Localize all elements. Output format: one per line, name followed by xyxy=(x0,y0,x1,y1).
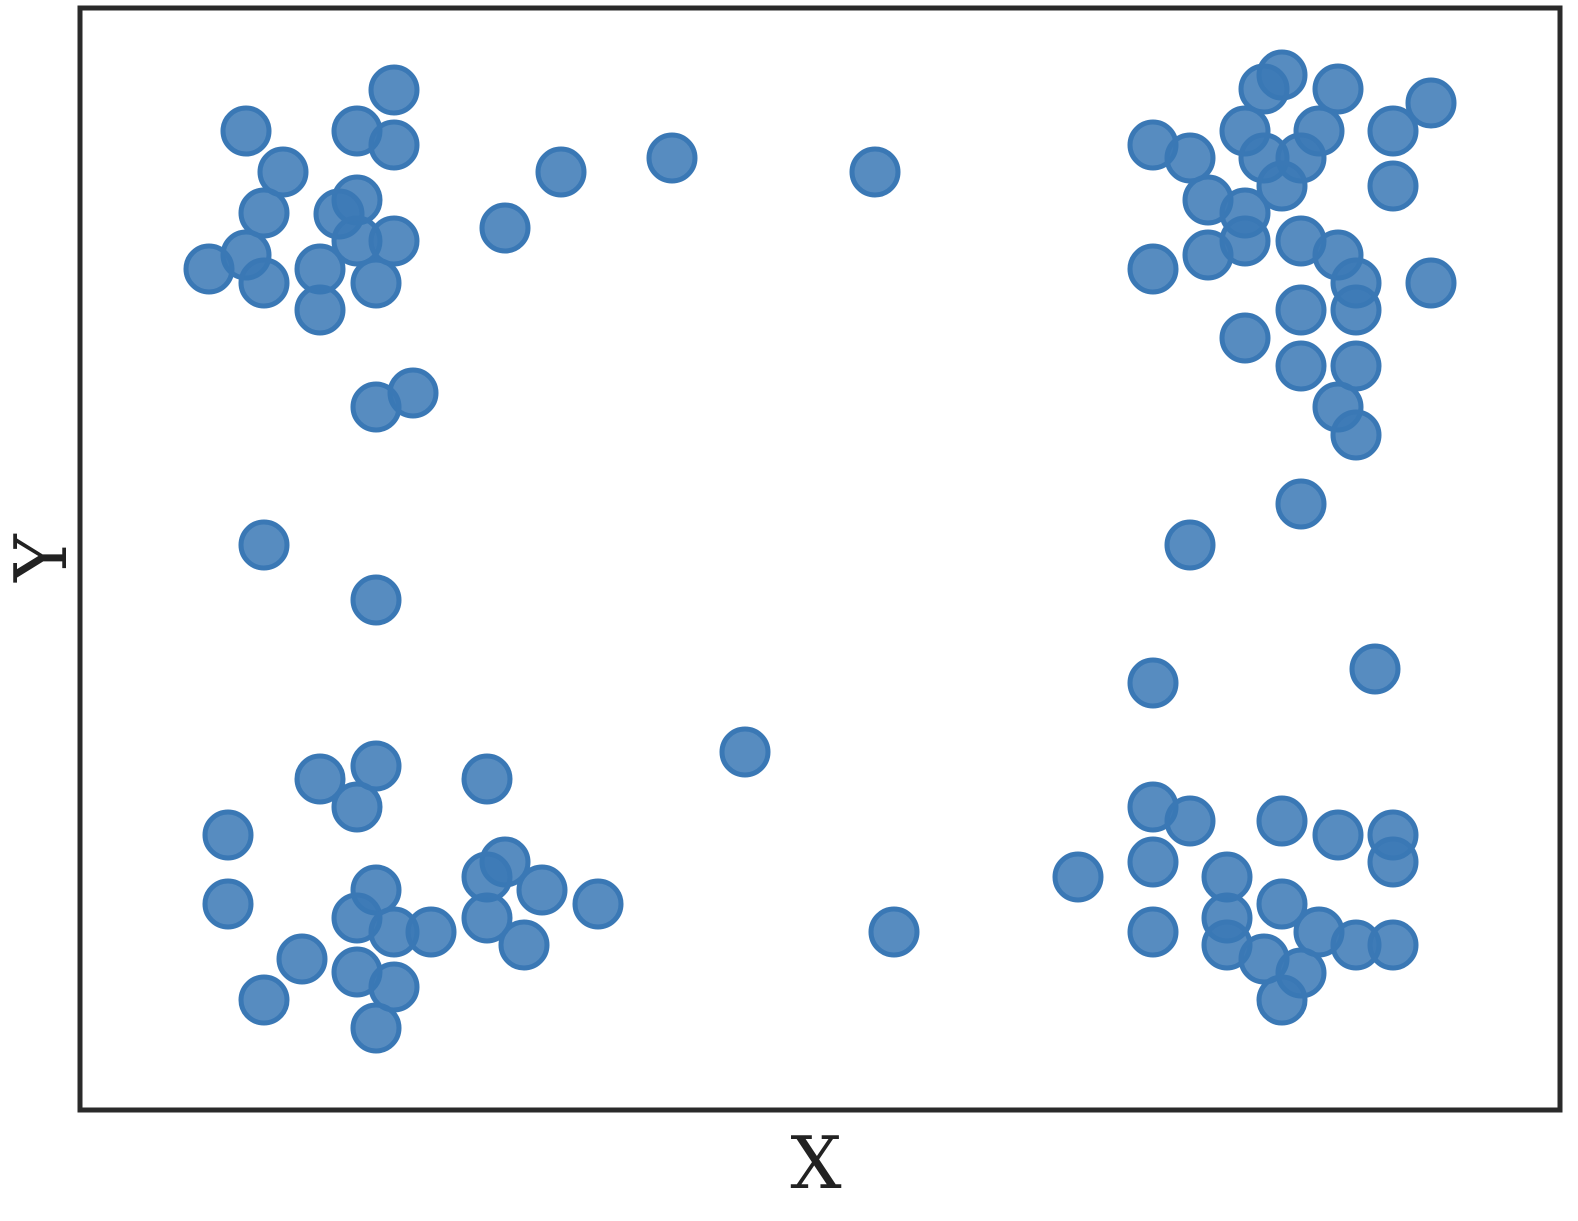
point xyxy=(1127,836,1179,888)
point xyxy=(368,215,420,267)
point xyxy=(368,64,420,116)
point xyxy=(849,146,901,198)
point xyxy=(1182,229,1234,281)
point xyxy=(294,753,346,805)
point xyxy=(238,187,290,239)
point xyxy=(238,519,290,571)
point xyxy=(1312,63,1364,115)
point xyxy=(350,574,402,626)
point xyxy=(238,257,290,309)
point xyxy=(294,284,346,336)
point xyxy=(1127,906,1179,958)
point xyxy=(1275,284,1327,336)
point xyxy=(1349,643,1401,695)
point xyxy=(572,878,624,930)
point xyxy=(535,146,587,198)
point xyxy=(461,753,513,805)
point xyxy=(183,243,235,295)
point xyxy=(1405,257,1457,309)
point xyxy=(1275,478,1327,530)
point xyxy=(350,257,402,309)
point xyxy=(646,132,698,184)
point xyxy=(1127,243,1179,295)
point xyxy=(1256,160,1308,212)
point xyxy=(1238,63,1290,115)
point xyxy=(1330,284,1382,336)
point xyxy=(1330,409,1382,461)
point xyxy=(1367,836,1419,888)
point xyxy=(1367,160,1419,212)
point xyxy=(719,726,771,778)
point xyxy=(498,919,550,971)
point xyxy=(350,1002,402,1054)
point xyxy=(276,933,328,985)
point xyxy=(405,906,457,958)
point xyxy=(350,740,402,792)
y-axis-label: Y xyxy=(0,533,83,583)
point xyxy=(1219,312,1271,364)
point xyxy=(368,119,420,171)
point xyxy=(1256,974,1308,1026)
plot-frame xyxy=(77,5,1563,1113)
point xyxy=(1164,132,1216,184)
point xyxy=(1164,519,1216,571)
point xyxy=(1127,657,1179,709)
point xyxy=(220,105,272,157)
point xyxy=(461,892,513,944)
point xyxy=(1275,340,1327,392)
point xyxy=(1367,919,1419,971)
point xyxy=(350,381,402,433)
point xyxy=(257,146,309,198)
x-axis-label: X xyxy=(790,1121,841,1205)
point xyxy=(1052,851,1104,903)
point xyxy=(1312,809,1364,861)
point xyxy=(238,974,290,1026)
point xyxy=(479,202,531,254)
point xyxy=(516,864,568,916)
point xyxy=(1405,77,1457,129)
point xyxy=(1164,795,1216,847)
points xyxy=(183,49,1457,1054)
point xyxy=(202,809,254,861)
point xyxy=(868,906,920,958)
point xyxy=(1367,105,1419,157)
point xyxy=(1256,795,1308,847)
point xyxy=(1256,878,1308,930)
point xyxy=(331,781,383,833)
point xyxy=(202,878,254,930)
